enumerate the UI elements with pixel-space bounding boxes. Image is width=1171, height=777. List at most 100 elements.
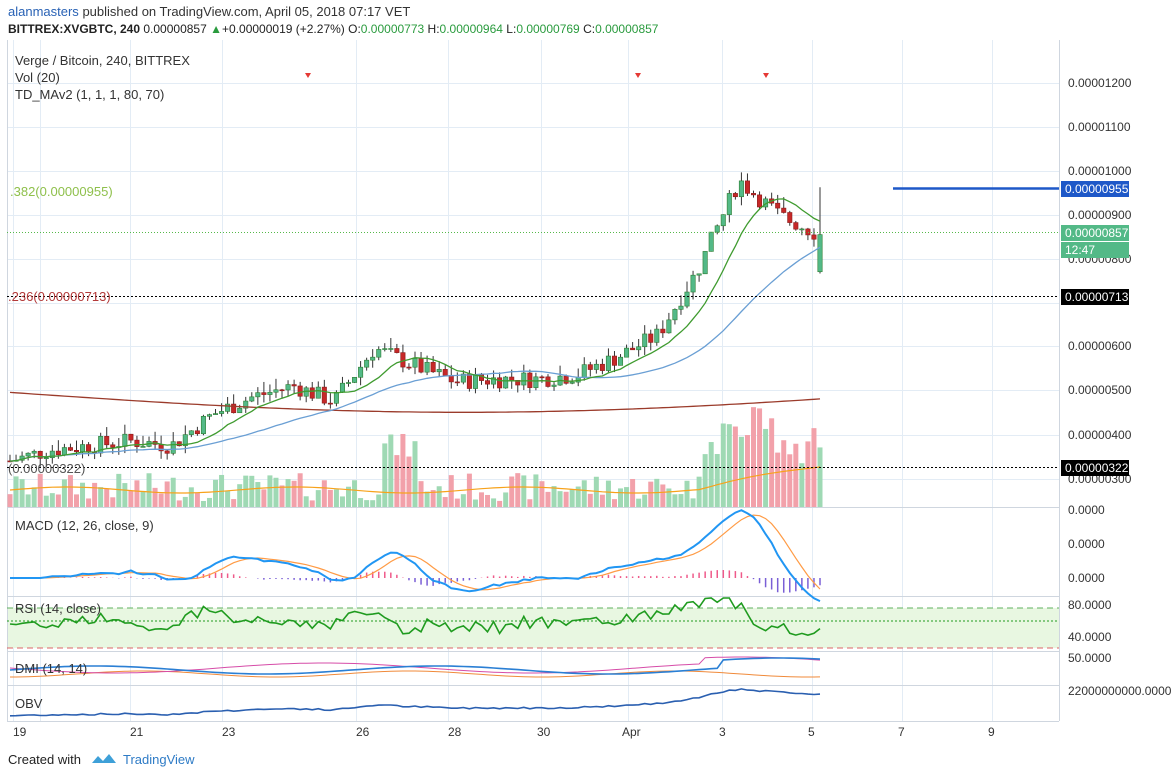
volume-bar bbox=[527, 499, 533, 507]
fib-236-label: .236(0.00000713) bbox=[8, 289, 111, 304]
candle-body bbox=[521, 372, 527, 386]
candle-body bbox=[630, 347, 636, 351]
time-axis[interactable]: 19 21 23 26 28 30 Apr 3 5 7 9 bbox=[13, 725, 995, 739]
candle-body bbox=[497, 377, 503, 389]
candle-body bbox=[364, 359, 370, 368]
volume-bar bbox=[660, 484, 666, 507]
volume-bar bbox=[751, 407, 757, 507]
low-value: 0.00000769 bbox=[516, 22, 580, 36]
rsi-title: RSI (14, close) bbox=[15, 601, 101, 616]
candle-body bbox=[811, 234, 817, 240]
volume-bar bbox=[297, 473, 303, 507]
candle-body bbox=[587, 364, 593, 370]
time-tick: 7 bbox=[898, 725, 905, 739]
dmi-title: DMI (14, 14) bbox=[15, 661, 87, 676]
candle-body bbox=[279, 389, 285, 392]
candle-body bbox=[194, 430, 200, 435]
candle-body bbox=[200, 415, 206, 435]
volume-bar bbox=[599, 494, 605, 507]
volume-bar bbox=[611, 499, 617, 507]
chart-title: Verge / Bitcoin, 240, BITTREX bbox=[15, 53, 190, 68]
candle-body bbox=[182, 434, 188, 447]
volume-bars bbox=[7, 407, 823, 507]
volume-bar bbox=[231, 499, 237, 507]
candle-body bbox=[491, 377, 497, 385]
volume-bar bbox=[539, 481, 545, 507]
tradingview-link[interactable]: TradingView bbox=[122, 751, 195, 767]
close-label: C: bbox=[583, 22, 596, 36]
candle-body bbox=[80, 444, 86, 452]
macd-title: MACD (12, 26, close, 9) bbox=[15, 518, 154, 533]
candle-body bbox=[781, 207, 787, 213]
volume-bar bbox=[587, 493, 593, 507]
volume-bar bbox=[152, 487, 158, 507]
author-link[interactable]: alanmasters bbox=[8, 4, 79, 19]
candle-body bbox=[599, 363, 605, 371]
candle-body bbox=[333, 391, 339, 404]
time-tick: 30 bbox=[537, 725, 551, 739]
volume-bar bbox=[678, 494, 684, 507]
volume-bar bbox=[575, 486, 581, 507]
volume-bar bbox=[757, 408, 763, 507]
candle-body bbox=[533, 376, 539, 388]
volume-bar bbox=[533, 474, 539, 507]
candle-body bbox=[448, 375, 454, 383]
candle-body bbox=[793, 222, 799, 230]
price-tick: 0.00000600 bbox=[1068, 339, 1132, 353]
candle-body bbox=[618, 356, 624, 366]
candle-body bbox=[593, 363, 599, 370]
candle-body bbox=[466, 373, 472, 389]
volume-bar bbox=[557, 491, 563, 507]
candle-body bbox=[213, 413, 219, 415]
footer: Created with TradingView bbox=[8, 751, 195, 767]
volume-bar bbox=[412, 441, 418, 507]
candle-body bbox=[134, 439, 140, 447]
candle-body bbox=[382, 348, 388, 350]
candle-body bbox=[569, 381, 575, 384]
candle-body bbox=[406, 366, 412, 369]
candle-body bbox=[128, 433, 134, 441]
volume-bar bbox=[200, 500, 206, 507]
candle-body bbox=[352, 377, 358, 383]
time-tick: 28 bbox=[448, 725, 462, 739]
volume-bar bbox=[430, 490, 436, 507]
volume-bar bbox=[225, 490, 231, 507]
volume-bar bbox=[134, 480, 140, 507]
volume-bar bbox=[605, 480, 611, 507]
candle-body bbox=[321, 386, 327, 404]
volume-bar bbox=[128, 490, 134, 507]
candle-body bbox=[206, 414, 212, 417]
volume-bar bbox=[472, 499, 478, 507]
volume-bar bbox=[551, 486, 557, 507]
price-axis[interactable]: 0.00001200 0.00001100 0.00001000 0.00000… bbox=[1068, 76, 1171, 698]
td-sell-marker bbox=[763, 73, 769, 78]
volume-bar bbox=[261, 489, 267, 507]
volume-bar bbox=[726, 424, 732, 507]
created-with-label: Created with bbox=[8, 751, 81, 767]
candle-body bbox=[751, 193, 757, 196]
volume-bar bbox=[25, 494, 31, 507]
open-value: 0.00000773 bbox=[360, 22, 425, 36]
candle-body bbox=[176, 441, 182, 447]
volume-bar bbox=[436, 486, 442, 507]
candle-body bbox=[666, 319, 672, 334]
high-label: H: bbox=[427, 22, 440, 36]
volume-bar bbox=[545, 491, 551, 507]
volume-bar bbox=[497, 500, 503, 507]
volume-bar bbox=[146, 473, 152, 507]
volume-bar bbox=[73, 494, 79, 507]
open-label: O: bbox=[348, 22, 361, 36]
volume-bar bbox=[684, 480, 690, 507]
rsi-line bbox=[9, 597, 821, 637]
symbol-label: BITTREX:XVGBTC, 240 bbox=[8, 22, 141, 36]
candle-body bbox=[67, 447, 73, 451]
volume-bar bbox=[43, 495, 49, 507]
obv-title: OBV bbox=[15, 696, 43, 711]
volume-bar bbox=[618, 488, 624, 507]
candle-body bbox=[219, 411, 225, 414]
volume-bar bbox=[291, 480, 297, 507]
volume-bar bbox=[315, 490, 321, 507]
volume-bar bbox=[321, 480, 327, 507]
volume-bar bbox=[164, 481, 170, 507]
